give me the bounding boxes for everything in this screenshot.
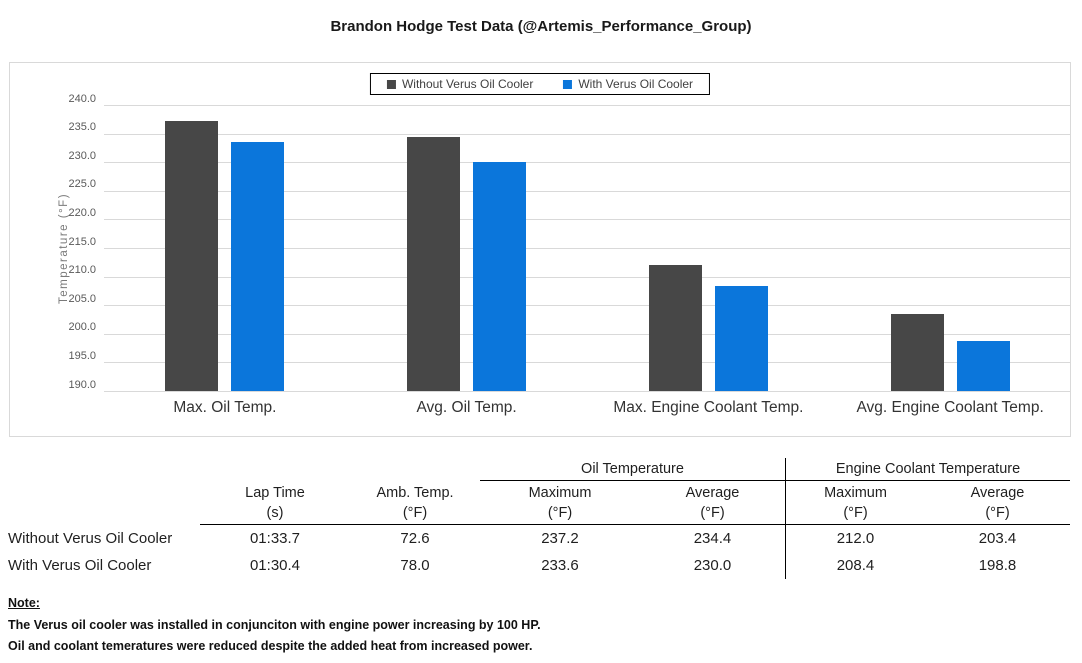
table-header-spacer: [6, 481, 200, 525]
table-header-lap-time: Lap Time (s): [200, 481, 350, 525]
gridline: [104, 362, 1071, 364]
table-cell-oil-max: 233.6: [541, 557, 579, 574]
bar-with-verus-2: [714, 285, 768, 391]
table-cell-amb-temp: 78.0: [400, 557, 430, 574]
y-tick-label: 190.0: [68, 378, 96, 391]
table-header-oil-average: Average (°F): [640, 481, 785, 525]
table-row-label-with-verus: With Verus Oil Cooler: [8, 557, 152, 574]
gridline: [104, 219, 1071, 221]
y-tick-label: 195.0: [68, 349, 96, 362]
legend-item-without-verus: Without Verus Oil Cooler: [386, 77, 534, 91]
table-cell-lap-time: 01:33.7: [249, 530, 301, 547]
table-header-coolant-average: Average (°F): [925, 481, 1070, 525]
gridline: [104, 248, 1071, 249]
column-unit: (°F): [985, 504, 1010, 521]
table-cell-oil-avg: 234.4: [693, 530, 732, 547]
column-unit: (°F): [700, 504, 725, 521]
gridline: [104, 190, 1071, 192]
note-heading: Note:: [8, 596, 40, 610]
legend-swatch-without-verus-icon: [386, 79, 396, 89]
chart-legend: Without Verus Oil Cooler With Verus Oil …: [369, 73, 711, 95]
note-block: Note: The Verus oil cooler was installed…: [8, 596, 541, 654]
bar-without-verus-2: [648, 265, 702, 391]
results-table: Oil Temperature Engine Coolant Temperatu…: [6, 458, 1070, 579]
bar-chart: Without Verus Oil Cooler With Verus Oil …: [9, 62, 1071, 437]
gridline: [104, 305, 1071, 307]
bar-without-verus-0: [165, 121, 219, 391]
table-header-coolant-maximum: Maximum (°F): [785, 481, 925, 525]
bar-with-verus-0: [231, 141, 285, 391]
y-tick-label: 205.0: [68, 292, 96, 305]
table-group-oil-temperature: Oil Temperature: [480, 458, 785, 481]
table-cell-coolant-max: 212.0: [785, 525, 925, 552]
column-name: Average: [685, 484, 740, 501]
column-name: Amb. Temp.: [376, 484, 454, 501]
table-cell-coolant-max: 208.4: [785, 552, 925, 579]
bar-without-verus-3: [890, 314, 944, 391]
y-tick-label: 240.0: [68, 92, 96, 105]
table-cell-coolant-avg: 203.4: [978, 530, 1017, 547]
note-line: Oil and coolant temeratures were reduced…: [8, 639, 533, 653]
bar-with-verus-1: [473, 162, 527, 391]
category-label-1: Avg. Oil Temp.: [416, 399, 517, 416]
column-unit: (°F): [402, 504, 428, 521]
y-tick-label: 210.0: [68, 264, 96, 277]
gridline: [104, 133, 1071, 135]
y-axis-title: Temperature (°F): [58, 192, 70, 304]
category-label-2: Max. Engine Coolant Temp.: [613, 399, 804, 416]
y-tick-label: 225.0: [68, 178, 96, 191]
column-name: Maximum: [824, 484, 887, 501]
bar-without-verus-1: [407, 137, 461, 391]
y-tick-label: 230.0: [68, 149, 96, 162]
legend-label: Without Verus Oil Cooler: [401, 77, 534, 91]
legend-label: With Verus Oil Cooler: [578, 77, 694, 91]
column-name: Maximum: [528, 484, 592, 501]
gridline: [104, 162, 1071, 164]
table-group-spacer: [6, 458, 480, 481]
gridline: [104, 391, 1071, 392]
table-group-engine-coolant-temperature: Engine Coolant Temperature: [785, 458, 1070, 481]
gridline: [104, 333, 1071, 335]
column-name: Lap Time: [245, 484, 305, 501]
column-unit: (°F): [547, 504, 573, 521]
legend-swatch-with-verus-icon: [563, 79, 573, 89]
table-header-amb-temp: Amb. Temp. (°F): [350, 481, 480, 525]
table-cell-lap-time: 01:30.4: [249, 557, 301, 574]
table-cell-oil-avg: 230.0: [693, 557, 732, 574]
category-label-3: Avg. Engine Coolant Temp.: [856, 399, 1044, 416]
plot-area: [104, 105, 1071, 392]
y-tick-label: 215.0: [68, 235, 96, 248]
note-line: The Verus oil cooler was installed in co…: [8, 618, 541, 632]
legend-item-with-verus: With Verus Oil Cooler: [563, 77, 693, 91]
y-tick-label: 220.0: [68, 206, 96, 219]
bar-with-verus-3: [956, 340, 1010, 391]
table-cell-coolant-avg: 198.8: [978, 557, 1017, 574]
table-header-oil-maximum: Maximum (°F): [480, 481, 640, 525]
column-name: Average: [970, 484, 1025, 501]
y-tick-label: 235.0: [68, 121, 96, 134]
table-row-label-without-verus: Without Verus Oil Cooler: [8, 530, 173, 547]
page-title: Brandon Hodge Test Data (@Artemis_Perfor…: [330, 18, 752, 35]
gridline: [104, 276, 1071, 278]
category-label-0: Max. Oil Temp.: [173, 399, 277, 416]
column-unit: (°F): [843, 504, 868, 521]
column-unit: (s): [266, 504, 284, 521]
y-tick-label: 200.0: [68, 321, 96, 334]
table-cell-oil-max: 237.2: [541, 530, 579, 547]
table-cell-amb-temp: 72.6: [400, 530, 430, 547]
gridline: [104, 105, 1071, 106]
